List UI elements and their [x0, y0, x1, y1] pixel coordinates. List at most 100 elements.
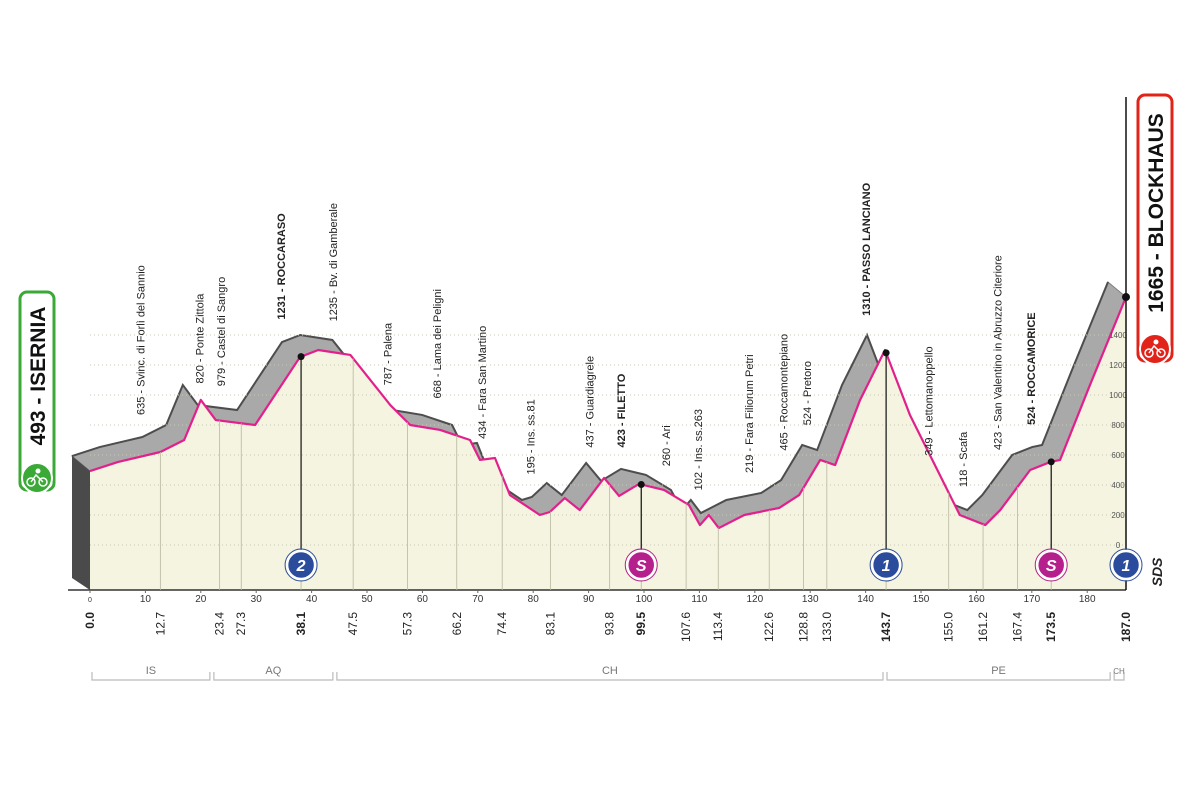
badge-ring: [1109, 548, 1143, 582]
x-tick-label: 10: [140, 594, 152, 605]
badge-text: 1: [1122, 558, 1131, 575]
brand: SDS: [1149, 557, 1165, 586]
waypoint-dot: [637, 480, 645, 488]
km-label: 155.0: [942, 612, 956, 642]
bike-rider: [35, 468, 41, 474]
waypoint-label: 195 - Ins. ss.81: [525, 399, 537, 474]
km-label: 128.8: [797, 612, 811, 642]
waypoint-label: 820 - Ponte Zittola: [195, 293, 207, 384]
region-label: CH: [1113, 667, 1125, 676]
region-bracket: [336, 672, 884, 681]
badge-text: S: [636, 558, 647, 575]
km-label: 23.4: [213, 612, 227, 636]
km-label: 143.7: [879, 612, 893, 642]
x-tick-label: 110: [691, 594, 707, 605]
profile-cliff: [72, 456, 90, 590]
x-tick-label: 80: [528, 594, 540, 605]
waypoint-label: 423 - San Valentino in Abruzzo Citeriore: [992, 255, 1004, 450]
km-label: 187.0: [1119, 612, 1133, 642]
bike-rider: [1153, 339, 1159, 345]
x-tick-label: 130: [802, 594, 819, 605]
km-label: 57.3: [400, 612, 414, 636]
badge: [285, 549, 317, 581]
y-tick-label: 600: [1111, 451, 1125, 460]
km-label: 47.5: [346, 612, 360, 636]
region-bracket: [91, 672, 211, 681]
km-label: 113.4: [711, 612, 725, 641]
badge-ring: [869, 548, 903, 582]
y-tick-label: 200: [1111, 511, 1125, 520]
x-tick-label: 60: [417, 594, 429, 605]
km-label: 0.0: [83, 612, 97, 629]
bike-frame: [1148, 344, 1162, 354]
x-tick-label: 50: [361, 594, 373, 605]
waypoint-label: 524 - Pretoro: [802, 361, 814, 425]
x-tick-label: 70: [472, 594, 484, 605]
region-bracket: [213, 672, 334, 681]
waypoint-label: 1235 - Bv. di Gamberale: [328, 203, 340, 321]
waypoint-label: 668 - Lama dei Peligni: [432, 289, 444, 398]
banner-label: 1665 - BLOCKHAUS: [1145, 113, 1168, 313]
region-bracket: [886, 672, 1111, 681]
waypoint-label: 118 - Scafa: [958, 431, 970, 487]
x-tick-label: 100: [636, 594, 653, 605]
bike-wheel: [1156, 348, 1166, 358]
badge: [1035, 549, 1067, 581]
badge-text: 1: [882, 558, 891, 575]
x-tick-label: 150: [913, 594, 930, 605]
waypoint-dot: [297, 353, 305, 361]
badge: [870, 549, 902, 581]
waypoint-label: 979 - Castel di Sangro: [216, 277, 228, 386]
x-tick-label: 120: [746, 594, 763, 605]
km-label: 38.1: [294, 612, 308, 636]
waypoint-label: 349 - Lettomanoppello: [924, 346, 936, 455]
y-tick-label: 400: [1111, 481, 1125, 490]
badge-ring: [1034, 548, 1068, 582]
waypoint-label: 524 - ROCCAMORICE: [1026, 312, 1038, 424]
finish-dot: [1122, 293, 1130, 302]
badge-ring: [624, 548, 658, 582]
banner-label: 493 - ISERNIA: [27, 307, 50, 446]
badge: [625, 549, 657, 581]
y-tick-label: 1000: [1109, 391, 1127, 400]
region-label: PE: [991, 665, 1006, 677]
x-tick-label: 20: [195, 594, 207, 605]
bike-wheel: [1144, 348, 1154, 358]
km-label: 27.3: [234, 612, 248, 636]
waypoint-label: 423 - FILETTO: [616, 373, 628, 447]
waypoint-label: 434 - Fara San Martino: [477, 326, 489, 439]
bike-wheel: [38, 477, 48, 487]
banner-icon: [1139, 333, 1171, 365]
km-label: 161.2: [976, 612, 990, 642]
km-label: 167.4: [1010, 612, 1024, 642]
x-tick-label: 180: [1079, 594, 1096, 605]
x-tick-label: 160: [968, 594, 985, 605]
region-bracket: [1113, 672, 1125, 681]
km-label: 93.8: [603, 612, 617, 636]
waypoint-label: 1310 - PASSO LANCIANO: [861, 182, 873, 315]
waypoint-label: 437 - Guardiagrele: [585, 356, 597, 448]
y-tick-label: 0: [1116, 541, 1121, 550]
badge-ring: [284, 548, 318, 582]
x-tick-label: 40: [306, 594, 318, 605]
region-label: IS: [146, 665, 156, 677]
badge-text: 2: [296, 558, 306, 575]
km-label: 107.6: [679, 612, 693, 642]
waypoint-dot: [1047, 458, 1055, 466]
bike-wheel: [26, 477, 36, 487]
km-label: 122.6: [762, 612, 776, 642]
km-label: 133.0: [820, 612, 834, 642]
bike-frame: [30, 473, 44, 483]
km-label: 74.4: [495, 612, 509, 636]
km-label: 12.7: [153, 612, 167, 636]
badge-text: S: [1046, 558, 1057, 575]
x-tick-label: 0: [88, 597, 92, 604]
waypoint-dot: [882, 349, 890, 357]
waypoint-label: 787 - Palena: [382, 322, 394, 385]
waypoint-label: 465 - Roccamontepiano: [779, 334, 791, 451]
waypoint-label: 1231 - ROCCARASO: [276, 213, 288, 320]
banner-icon: [21, 462, 53, 494]
waypoint-label: 219 - Fara Filiorum Petri: [744, 354, 756, 473]
